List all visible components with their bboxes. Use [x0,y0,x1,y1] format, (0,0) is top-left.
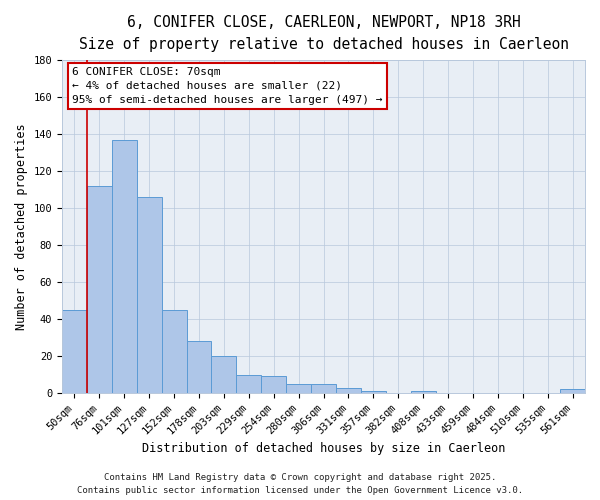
Bar [560,390,585,393]
Bar [361,392,386,393]
X-axis label: Distribution of detached houses by size in Caerleon: Distribution of detached houses by size … [142,442,505,455]
Title: 6, CONIFER CLOSE, CAERLEON, NEWPORT, NP18 3RH
Size of property relative to detac: 6, CONIFER CLOSE, CAERLEON, NEWPORT, NP1… [79,15,569,52]
Bar [62,310,87,393]
Bar [236,374,261,393]
Text: Contains HM Land Registry data © Crown copyright and database right 2025.
Contai: Contains HM Land Registry data © Crown c… [77,474,523,495]
Y-axis label: Number of detached properties: Number of detached properties [15,124,28,330]
Bar [187,342,211,393]
Bar [311,384,336,393]
Bar [211,356,236,393]
Bar [286,384,311,393]
Bar [161,310,187,393]
Text: 6 CONIFER CLOSE: 70sqm
← 4% of detached houses are smaller (22)
95% of semi-deta: 6 CONIFER CLOSE: 70sqm ← 4% of detached … [73,67,383,105]
Bar [137,197,161,393]
Bar [261,376,286,393]
Bar [336,388,361,393]
Bar [112,140,137,393]
Bar [87,186,112,393]
Bar [410,392,436,393]
